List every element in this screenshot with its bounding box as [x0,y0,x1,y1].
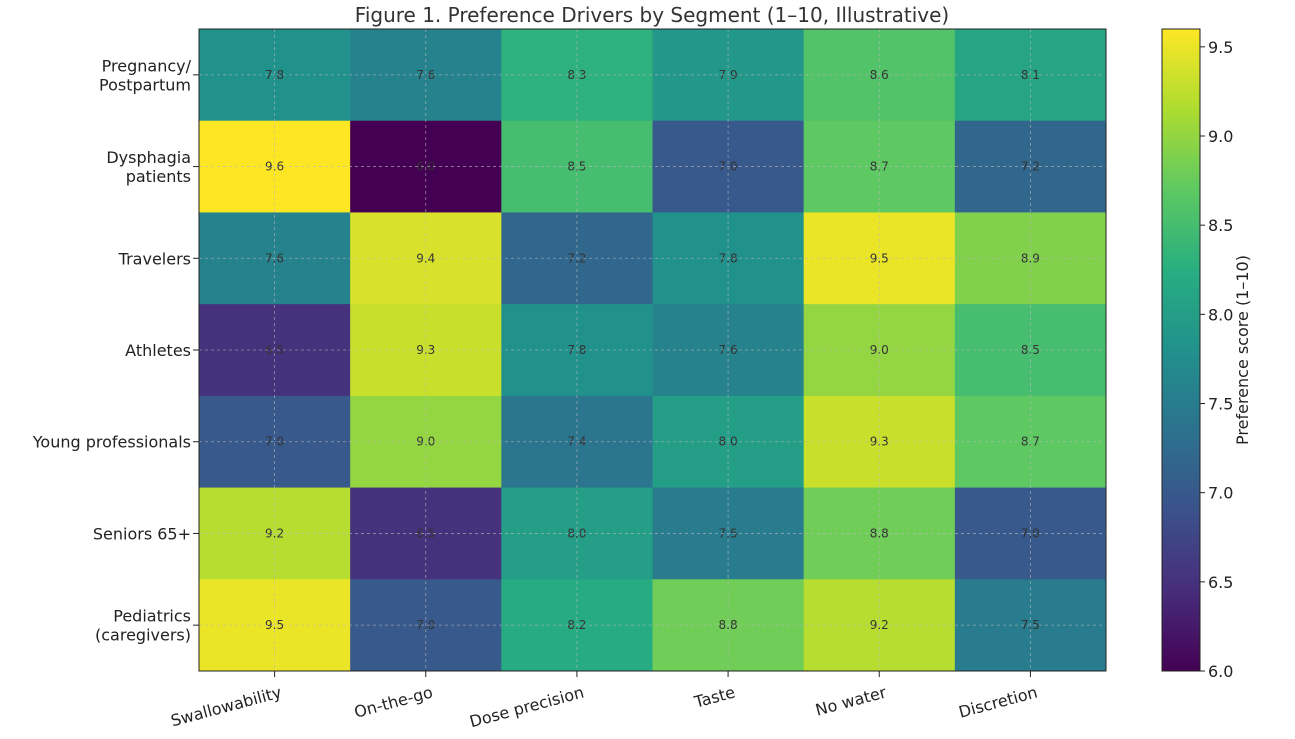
row-label: Pregnancy/Postpartum [99,56,192,94]
column-label: No water [813,682,888,719]
colorbar-label: Preference score (1–10) [1233,255,1252,445]
row-label: Seniors 65+ [93,524,191,543]
column-label: Swallowability [169,683,284,731]
colorbar-ticks: 6.0 6.5 7.0 7.5 8.0 8.5 9.0 9.5 [1200,38,1233,681]
cell-value-label: 8.5 [567,160,586,174]
column-label: Discretion [957,683,1040,722]
cell-value-label: 8.7 [1021,435,1040,449]
chart-title: Figure 1. Preference Drivers by Segment … [355,3,949,27]
cell-value-label: 7.8 [265,68,284,82]
column-label: Dose precision [467,683,585,732]
cell-value-label: 9.3 [416,343,435,357]
cell-value-label: 9.0 [416,435,435,449]
colorbar-tick-label: 7.0 [1208,484,1233,503]
colorbar-tick-label: 8.5 [1208,216,1233,235]
cell-value-label: 9.6 [265,160,284,174]
row-label: Travelers [118,249,191,268]
cell-value-label: 7.8 [567,343,586,357]
row-labels: Pregnancy/Postpartum Dysphagia patients Tra… [32,56,192,644]
colorbar: 6.0 6.5 7.0 7.5 8.0 8.5 9.0 9.5 Preference scor… [1161,28,1252,681]
cell-value-label: 8.5 [1021,343,1040,357]
column-label: Taste [691,683,737,712]
colorbar-tick-label: 7.5 [1208,395,1233,414]
colorbar-tick-label: 8.0 [1208,305,1233,324]
gridlines [193,29,1106,677]
row-label: Dysphagia patients [106,148,191,186]
cell-value-label: 8.1 [1021,68,1040,82]
cell-value-label: 7.4 [567,435,586,449]
colorbar-tick-label: 6.0 [1208,662,1233,681]
column-label: On-the-go [352,683,435,722]
cell-value-label: 6.5 [265,343,284,357]
colorbar-tick-label: 6.5 [1208,573,1233,592]
colorbar-tick-label: 9.0 [1208,127,1233,146]
cell-value-label: 7.0 [265,435,284,449]
cell-value-label: 6.0 [416,160,435,174]
row-label: Pediatrics (caregivers) [95,607,191,645]
heatmap-cells: 7.87.68.37.98.68.19.66.08.57.08.77.27.69… [199,29,1107,672]
cell-value-label: 7.2 [1021,160,1040,174]
plot-frame [198,28,1107,672]
cell-value-label: 7.6 [416,68,435,82]
cell-value-label: 8.3 [567,68,586,82]
row-label: Young professionals [32,433,191,452]
row-label: Athletes [125,341,191,360]
column-labels: Swallowability On-the-go Dose precision Tas… [169,682,1040,731]
colorbar-gradient [1161,28,1201,672]
colorbar-tick-label: 9.5 [1208,38,1233,57]
